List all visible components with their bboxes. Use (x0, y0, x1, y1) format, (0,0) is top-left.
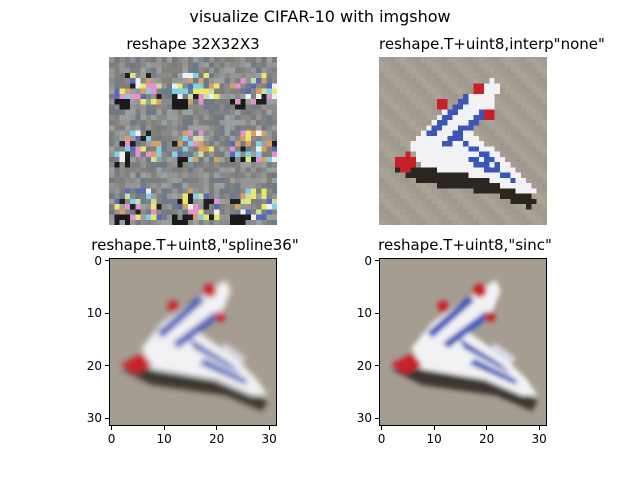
panel-title-sinc: reshape.T+uint8,"sinc" (378, 236, 552, 254)
y-tick (105, 260, 109, 262)
y-tick (105, 417, 109, 419)
image-airplane-spline36 (109, 258, 277, 426)
x-tick (381, 426, 383, 430)
y-tick (375, 260, 379, 262)
x-tick (538, 426, 540, 430)
x-tick-label: 0 (377, 432, 386, 446)
y-tick (105, 312, 109, 314)
panel-title-none: reshape.T+uint8,interp"none" (379, 35, 605, 53)
x-tick (486, 426, 488, 430)
y-tick (375, 417, 379, 419)
x-tick (163, 426, 165, 430)
y-tick-label: 0 (364, 253, 372, 268)
x-tick-label: 10 (156, 432, 172, 446)
x-tick (433, 426, 435, 430)
y-tick (375, 365, 379, 367)
x-tick-label: 10 (426, 432, 442, 446)
x-tick (268, 426, 270, 430)
x-tick-label: 20 (478, 432, 495, 446)
y-tick-label: 10 (356, 306, 372, 321)
y-tick-label: 20 (86, 358, 102, 373)
image-airplane-sinc (379, 258, 547, 426)
image-raw-reshape (109, 57, 277, 225)
y-tick (105, 365, 109, 367)
figure-title: visualize CIFAR-10 with imgshow (189, 7, 451, 26)
y-tick-label: 10 (86, 306, 102, 321)
x-tick-label: 0 (107, 432, 116, 446)
x-tick-label: 30 (261, 432, 277, 446)
y-tick-label: 30 (86, 411, 102, 426)
image-airplane-nearest (379, 57, 547, 225)
y-tick-label: 20 (356, 358, 372, 373)
x-tick-label: 30 (531, 432, 547, 446)
y-tick-label: 0 (94, 253, 102, 268)
panel-title-spline36: reshape.T+uint8,"spline36" (91, 236, 299, 254)
x-tick (216, 426, 218, 430)
x-tick (111, 426, 113, 430)
y-tick-label: 30 (356, 411, 372, 426)
panel-title-raw: reshape 32X32X3 (126, 35, 260, 53)
y-tick (375, 312, 379, 314)
x-tick-label: 20 (208, 432, 225, 446)
